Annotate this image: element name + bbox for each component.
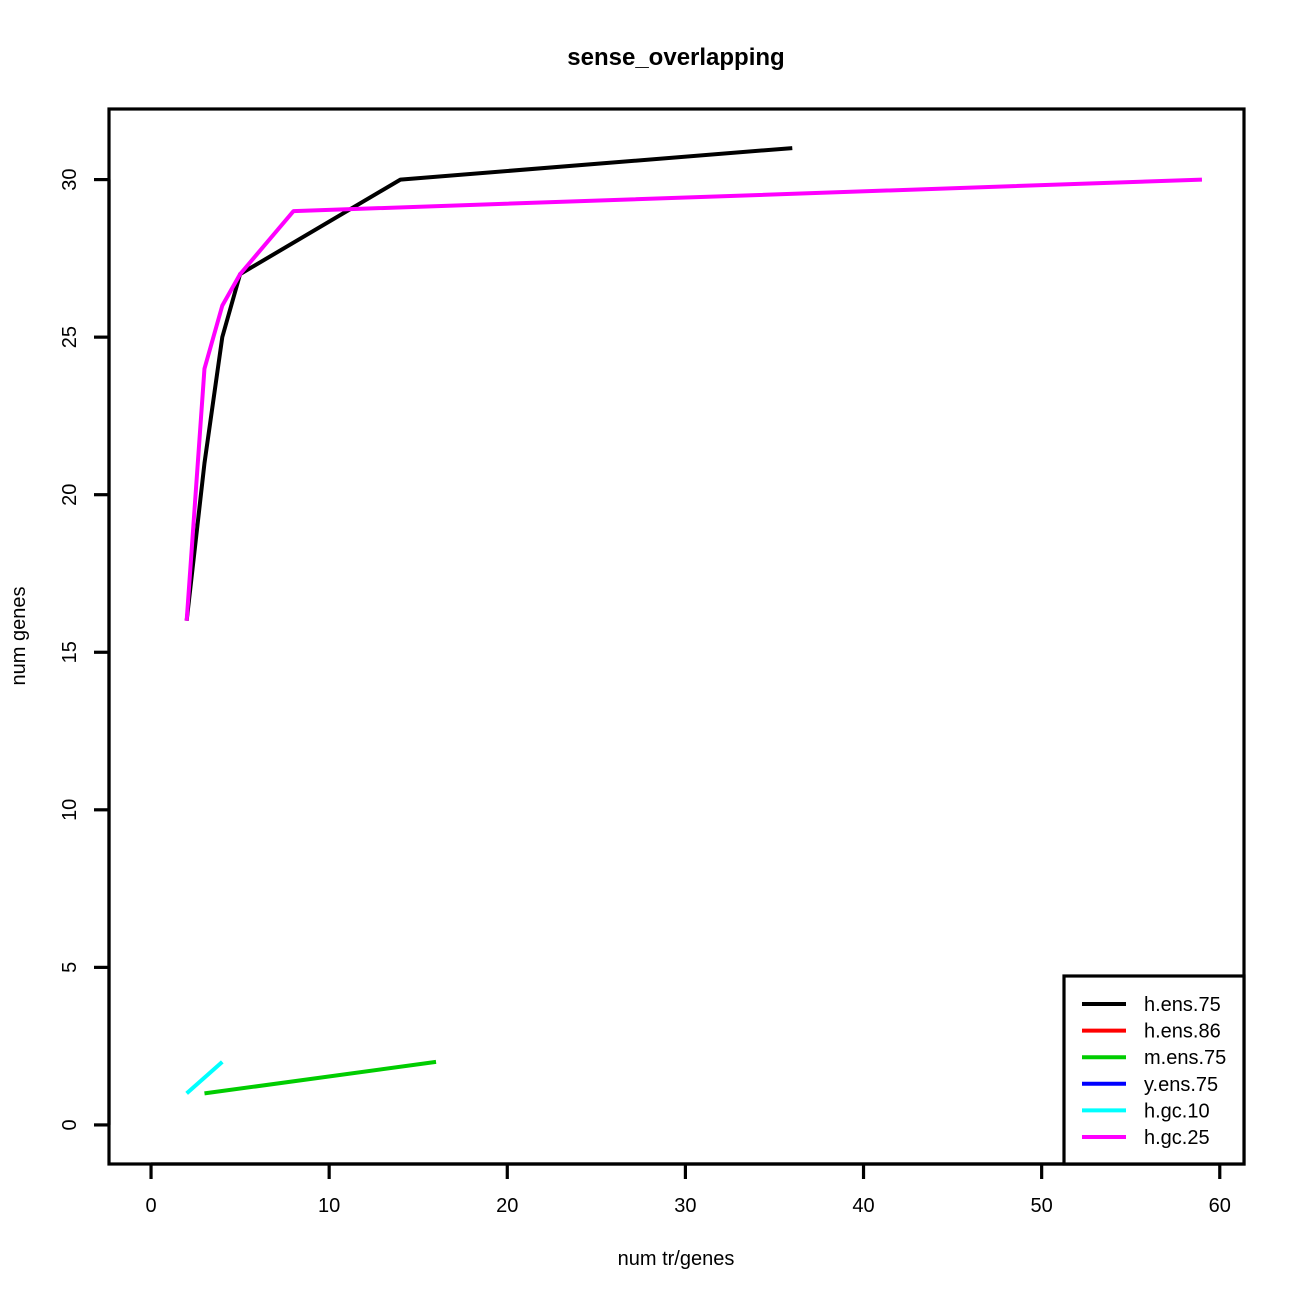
legend-entry-label: h.gc.10 bbox=[1144, 1100, 1210, 1122]
legend-entry-label: h.ens.75 bbox=[1144, 994, 1221, 1016]
x-tick-label: 30 bbox=[674, 1195, 696, 1217]
x-tick-label: 20 bbox=[496, 1195, 518, 1217]
y-tick-label: 0 bbox=[59, 1119, 81, 1130]
series-line-h-gc-25 bbox=[184, 177, 1203, 621]
legend-entry-label: h.gc.25 bbox=[1144, 1127, 1210, 1149]
legend: h.ens.75 h.ens.86 m.ens.75 y.ens.75 h.gc.10 h… bbox=[1062, 974, 1246, 1166]
y-tick-label: 5 bbox=[59, 962, 81, 973]
series-layer bbox=[184, 146, 1203, 1096]
y-tick-label: 25 bbox=[59, 326, 81, 348]
series-line-h-gc-10 bbox=[185, 1060, 224, 1095]
series-line-m-ens-75 bbox=[204, 1059, 437, 1096]
x-tick-label: 60 bbox=[1209, 1195, 1231, 1217]
series-line-h-ens-75 bbox=[184, 146, 793, 621]
x-tick-label: 0 bbox=[145, 1195, 156, 1217]
x-tick-label: 40 bbox=[852, 1195, 874, 1217]
x-axis: 0 10 20 30 40 50 60 bbox=[145, 1162, 1231, 1217]
y-axis-label: num genes bbox=[8, 587, 30, 686]
y-tick-label: 15 bbox=[59, 641, 81, 663]
chart-title: sense_overlapping bbox=[567, 44, 784, 71]
y-tick-label: 10 bbox=[59, 799, 81, 821]
y-axis: 0 5 10 15 20 25 30 bbox=[59, 168, 111, 1130]
legend-entry-label: h.ens.86 bbox=[1144, 1021, 1221, 1043]
x-tick-label: 10 bbox=[318, 1195, 340, 1217]
legend-box bbox=[1062, 974, 1246, 1166]
legend-entry-label: m.ens.75 bbox=[1144, 1047, 1226, 1069]
x-axis-label: num tr/genes bbox=[618, 1248, 735, 1270]
x-tick-label: 50 bbox=[1031, 1195, 1053, 1217]
legend-entry-label: y.ens.75 bbox=[1144, 1074, 1218, 1096]
y-tick-label: 20 bbox=[59, 484, 81, 506]
y-tick-label: 30 bbox=[59, 168, 81, 190]
